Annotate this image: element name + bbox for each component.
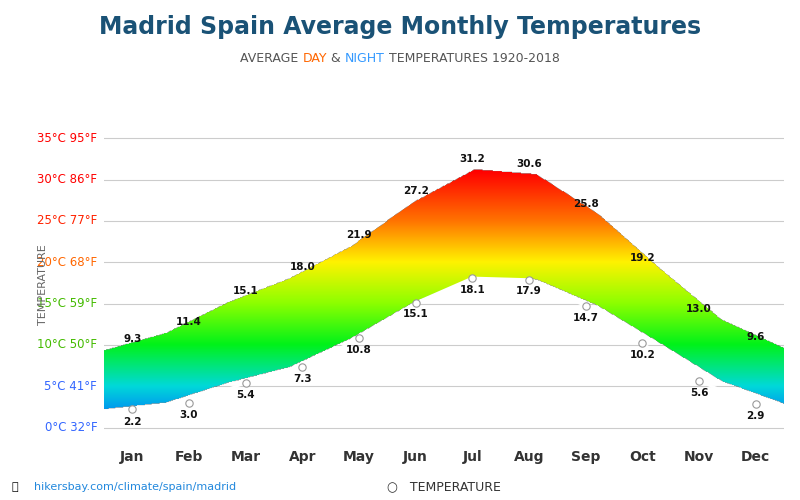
Text: 5°C 41°F: 5°C 41°F [45, 380, 98, 393]
Text: 📍: 📍 [12, 482, 18, 492]
Text: 9.6: 9.6 [746, 332, 765, 342]
Point [636, 340, 649, 347]
Text: 18.0: 18.0 [290, 262, 315, 272]
Text: 10°C 50°F: 10°C 50°F [38, 338, 98, 351]
Text: 25.8: 25.8 [573, 198, 598, 208]
Text: 25°C 77°F: 25°C 77°F [37, 214, 98, 228]
Text: 3.0: 3.0 [180, 410, 198, 420]
Text: DAY: DAY [302, 52, 327, 66]
Point [182, 399, 195, 407]
Point [466, 274, 478, 282]
Text: 5.4: 5.4 [236, 390, 255, 400]
Text: 9.3: 9.3 [123, 334, 142, 344]
Text: hikersbay.com/climate/spain/madrid: hikersbay.com/climate/spain/madrid [34, 482, 236, 492]
Text: 15°C 59°F: 15°C 59°F [37, 297, 98, 310]
Point [239, 379, 252, 387]
Text: TEMPERATURES 1920-2018: TEMPERATURES 1920-2018 [385, 52, 560, 66]
Text: 11.4: 11.4 [176, 316, 202, 326]
Text: 35°C 95°F: 35°C 95°F [38, 132, 98, 145]
Point [410, 299, 422, 307]
Point [522, 276, 535, 283]
Text: &: & [327, 52, 345, 66]
Text: 15.1: 15.1 [402, 310, 429, 320]
Text: 2.9: 2.9 [746, 411, 765, 421]
Text: 21.9: 21.9 [346, 230, 372, 240]
Text: 19.2: 19.2 [630, 253, 655, 263]
Text: 15.1: 15.1 [233, 286, 258, 296]
Point [126, 406, 138, 413]
Text: 30.6: 30.6 [516, 159, 542, 169]
Text: 14.7: 14.7 [573, 312, 598, 322]
Text: 5.6: 5.6 [690, 388, 708, 398]
Text: 31.2: 31.2 [459, 154, 486, 164]
Text: 30°C 86°F: 30°C 86°F [38, 173, 98, 186]
Text: Madrid Spain Average Monthly Temperatures: Madrid Spain Average Monthly Temperature… [99, 15, 701, 39]
Text: 2.2: 2.2 [123, 417, 142, 427]
Text: ○   TEMPERATURE: ○ TEMPERATURE [387, 480, 501, 494]
Point [579, 302, 592, 310]
Text: 13.0: 13.0 [686, 304, 712, 314]
Text: 10.8: 10.8 [346, 345, 372, 355]
Point [353, 334, 366, 342]
Text: 18.1: 18.1 [459, 284, 486, 294]
Point [296, 364, 309, 372]
Text: 7.3: 7.3 [293, 374, 312, 384]
Text: 0°C 32°F: 0°C 32°F [45, 421, 98, 434]
Text: AVERAGE: AVERAGE [240, 52, 302, 66]
Point [693, 378, 706, 386]
Text: NIGHT: NIGHT [345, 52, 385, 66]
Text: 20°C 68°F: 20°C 68°F [37, 256, 98, 269]
Point [750, 400, 762, 407]
Text: 17.9: 17.9 [516, 286, 542, 296]
Text: 27.2: 27.2 [402, 186, 429, 196]
Text: TEMPERATURE: TEMPERATURE [38, 244, 48, 326]
Text: 10.2: 10.2 [630, 350, 655, 360]
